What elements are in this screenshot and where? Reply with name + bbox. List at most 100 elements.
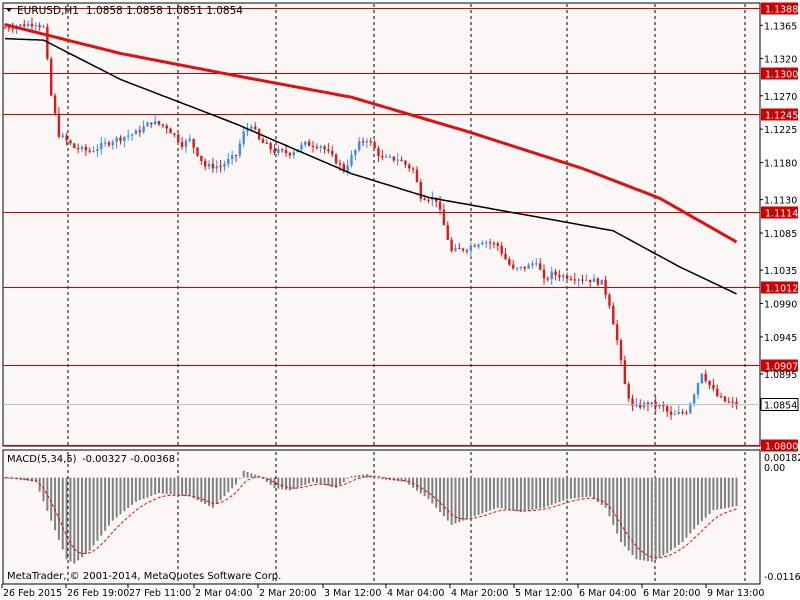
candle-body xyxy=(96,149,99,152)
macd-bar xyxy=(177,477,180,496)
macd-bar xyxy=(238,477,241,479)
macd-bar xyxy=(335,477,338,488)
macd-bar xyxy=(373,476,376,478)
macd-bar xyxy=(181,477,184,496)
candle-body xyxy=(558,275,561,278)
macd-bar xyxy=(458,477,461,523)
price-axis-label: 1.1365 xyxy=(764,21,797,32)
candle-body xyxy=(134,130,138,135)
symbol-timeframe: EURUSD,H1 xyxy=(17,5,79,17)
candle-body xyxy=(130,134,134,136)
level-label: 1.0800 xyxy=(765,442,798,453)
price-pane[interactable] xyxy=(2,2,761,447)
price-axis-label: 1.0945 xyxy=(764,333,797,344)
macd-pane[interactable] xyxy=(2,449,761,585)
macd-bar xyxy=(281,477,284,490)
macd-bar xyxy=(708,477,711,514)
current-price-label: 1.0854 xyxy=(764,401,797,412)
candle-body xyxy=(288,153,292,156)
candle-body xyxy=(535,263,538,265)
macd-bar xyxy=(150,477,153,496)
time-axis-label: 4 Mar 04:00 xyxy=(387,588,444,599)
candle-body xyxy=(92,151,95,153)
macd-axis-bottom: -0.01168 xyxy=(764,572,800,583)
candle-body xyxy=(250,126,253,129)
macd-bar xyxy=(662,477,665,556)
price-axis[interactable]: 1.13881.13001.12451.11141.10121.09071.08… xyxy=(760,2,799,453)
macd-bar xyxy=(550,477,553,505)
candle-body xyxy=(80,146,84,150)
macd-bar xyxy=(138,477,141,501)
macd-bar xyxy=(481,477,484,514)
candle-body xyxy=(696,383,700,395)
candle-body xyxy=(465,250,469,252)
candle-body xyxy=(519,266,523,268)
candle-body xyxy=(254,126,257,130)
macd-bar xyxy=(196,477,199,501)
macd-bar xyxy=(261,477,264,479)
macd-bar xyxy=(704,477,707,518)
candle-body xyxy=(153,121,157,125)
macd-bar xyxy=(265,477,268,482)
macd-bar xyxy=(508,477,511,510)
candle-body xyxy=(388,156,392,158)
macd-bar xyxy=(700,477,703,522)
macd-bar xyxy=(338,477,341,485)
macd-bar xyxy=(288,477,291,491)
candle-body xyxy=(204,160,207,167)
macd-values: -0.00327 -0.00368 xyxy=(82,454,175,465)
candle-body xyxy=(492,243,496,245)
macd-bar xyxy=(165,477,168,494)
macd-bar xyxy=(527,477,530,511)
macd-bar xyxy=(519,477,522,513)
time-axis-label: 2 Mar 04:00 xyxy=(195,588,252,599)
candle-body xyxy=(477,244,480,247)
candle-body xyxy=(57,113,61,137)
candle-body xyxy=(192,138,195,148)
horizontal-levels[interactable] xyxy=(3,8,760,446)
candle-body xyxy=(619,340,623,361)
macd-bar xyxy=(727,477,730,508)
macd-bar xyxy=(123,477,126,512)
candle-body xyxy=(42,26,45,28)
collapse-triangle-icon[interactable] xyxy=(6,8,12,12)
time-axis-label: 2 Mar 20:00 xyxy=(259,588,316,599)
candle-body xyxy=(731,401,734,403)
candle-body xyxy=(315,146,319,148)
candle-body xyxy=(284,150,288,154)
candle-body xyxy=(450,239,453,251)
price-axis-label: 1.1320 xyxy=(764,55,797,66)
candle-body xyxy=(30,23,34,27)
candle-body xyxy=(119,137,122,141)
macd-bar xyxy=(654,477,657,560)
level-label: 1.1114 xyxy=(765,209,798,220)
candle-body xyxy=(73,143,76,148)
candle-body xyxy=(512,264,515,269)
macd-bar xyxy=(442,477,445,517)
macd-bar xyxy=(439,477,442,513)
candle-body xyxy=(473,245,476,247)
macd-bar xyxy=(535,477,538,510)
candle-body xyxy=(157,121,161,125)
macd-bar xyxy=(269,477,272,485)
level-label: 1.0907 xyxy=(765,362,798,373)
candle-body xyxy=(265,142,268,144)
candle-body xyxy=(419,181,422,199)
candle-body xyxy=(100,143,103,150)
candle-body xyxy=(115,137,118,142)
candle-body xyxy=(331,150,334,155)
price-axis-label: 1.1180 xyxy=(764,159,797,170)
time-axis[interactable]: 26 Feb 2015 26 Feb 19:00 27 Feb 11:00 2 Mar… xyxy=(1,584,764,599)
price-axis-label: 1.1130 xyxy=(764,196,797,207)
candle-body xyxy=(384,156,388,158)
candle-body xyxy=(689,403,692,414)
macd-bar xyxy=(462,477,465,521)
macd-bar xyxy=(292,477,295,490)
macd-bar xyxy=(716,477,719,510)
candle-body xyxy=(173,133,176,135)
macd-bar xyxy=(489,477,492,511)
macd-bar xyxy=(685,477,688,538)
candle-body xyxy=(577,279,580,281)
